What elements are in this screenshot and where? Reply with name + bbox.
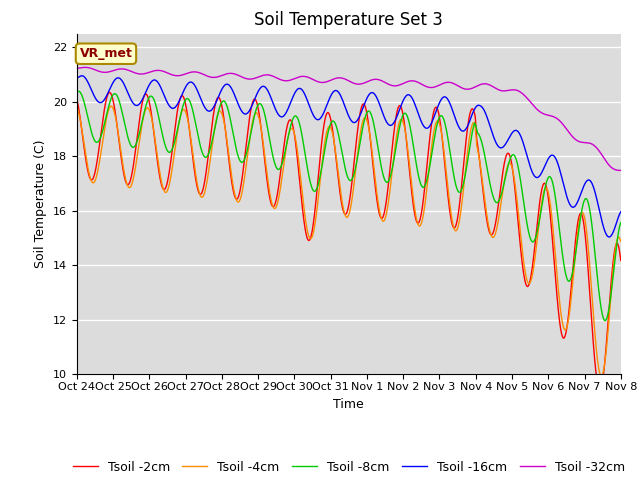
Line: Tsoil -4cm: Tsoil -4cm <box>77 106 621 376</box>
Legend: Tsoil -2cm, Tsoil -4cm, Tsoil -8cm, Tsoil -16cm, Tsoil -32cm: Tsoil -2cm, Tsoil -4cm, Tsoil -8cm, Tsoi… <box>68 456 630 479</box>
Tsoil -8cm <box>181 98 189 104</box>
Tsoil -2cm <box>434 106 442 112</box>
Tsoil -4cm <box>195 185 202 191</box>
Tsoil -2cm <box>255 110 263 116</box>
Y-axis label: Soil Temperature (C): Soil Temperature (C) <box>35 140 47 268</box>
Tsoil -32cm <box>616 168 624 173</box>
Tsoil -8cm <box>505 161 513 167</box>
Title: Soil Temperature Set 3: Soil Temperature Set 3 <box>254 11 444 29</box>
Tsoil -32cm <box>505 87 513 93</box>
Tsoil -4cm <box>255 115 263 121</box>
Tsoil -16cm <box>434 105 442 110</box>
Tsoil -16cm <box>195 89 202 95</box>
Tsoil -4cm <box>597 373 605 379</box>
Tsoil -32cm <box>181 71 189 77</box>
Tsoil -2cm <box>106 90 113 96</box>
Tsoil -8cm <box>601 318 609 324</box>
Tsoil -2cm <box>617 257 625 263</box>
Tsoil -8cm <box>617 220 625 226</box>
Tsoil -32cm <box>73 65 81 71</box>
Tsoil -4cm <box>181 108 189 113</box>
Tsoil -32cm <box>553 115 561 121</box>
Tsoil -4cm <box>73 104 81 110</box>
Line: Tsoil -32cm: Tsoil -32cm <box>77 67 621 170</box>
Tsoil -32cm <box>617 168 625 173</box>
Tsoil -8cm <box>553 203 561 209</box>
Tsoil -16cm <box>255 87 263 93</box>
Tsoil -16cm <box>78 73 86 79</box>
Tsoil -32cm <box>255 74 263 80</box>
Tsoil -16cm <box>605 234 613 240</box>
Tsoil -2cm <box>553 288 561 294</box>
Tsoil -16cm <box>553 157 561 163</box>
Tsoil -2cm <box>73 97 81 103</box>
Tsoil -8cm <box>73 89 81 95</box>
Tsoil -8cm <box>434 120 442 126</box>
Tsoil -2cm <box>596 387 604 393</box>
Tsoil -4cm <box>505 161 513 167</box>
Tsoil -32cm <box>82 64 90 70</box>
Tsoil -4cm <box>108 103 115 109</box>
Tsoil -2cm <box>181 98 189 104</box>
Tsoil -2cm <box>505 151 513 156</box>
Tsoil -4cm <box>617 239 625 244</box>
X-axis label: Time: Time <box>333 397 364 410</box>
Text: VR_met: VR_met <box>79 47 132 60</box>
Tsoil -32cm <box>195 70 202 75</box>
Line: Tsoil -2cm: Tsoil -2cm <box>77 93 621 390</box>
Line: Tsoil -16cm: Tsoil -16cm <box>77 76 621 237</box>
Line: Tsoil -8cm: Tsoil -8cm <box>77 91 621 321</box>
Tsoil -8cm <box>74 88 82 94</box>
Tsoil -8cm <box>255 101 263 107</box>
Tsoil -2cm <box>195 188 202 193</box>
Tsoil -8cm <box>195 133 202 139</box>
Tsoil -32cm <box>434 83 442 89</box>
Tsoil -4cm <box>434 118 442 124</box>
Tsoil -4cm <box>553 266 561 272</box>
Tsoil -16cm <box>181 85 189 91</box>
Tsoil -16cm <box>505 136 513 142</box>
Tsoil -16cm <box>73 75 81 81</box>
Tsoil -16cm <box>617 209 625 215</box>
